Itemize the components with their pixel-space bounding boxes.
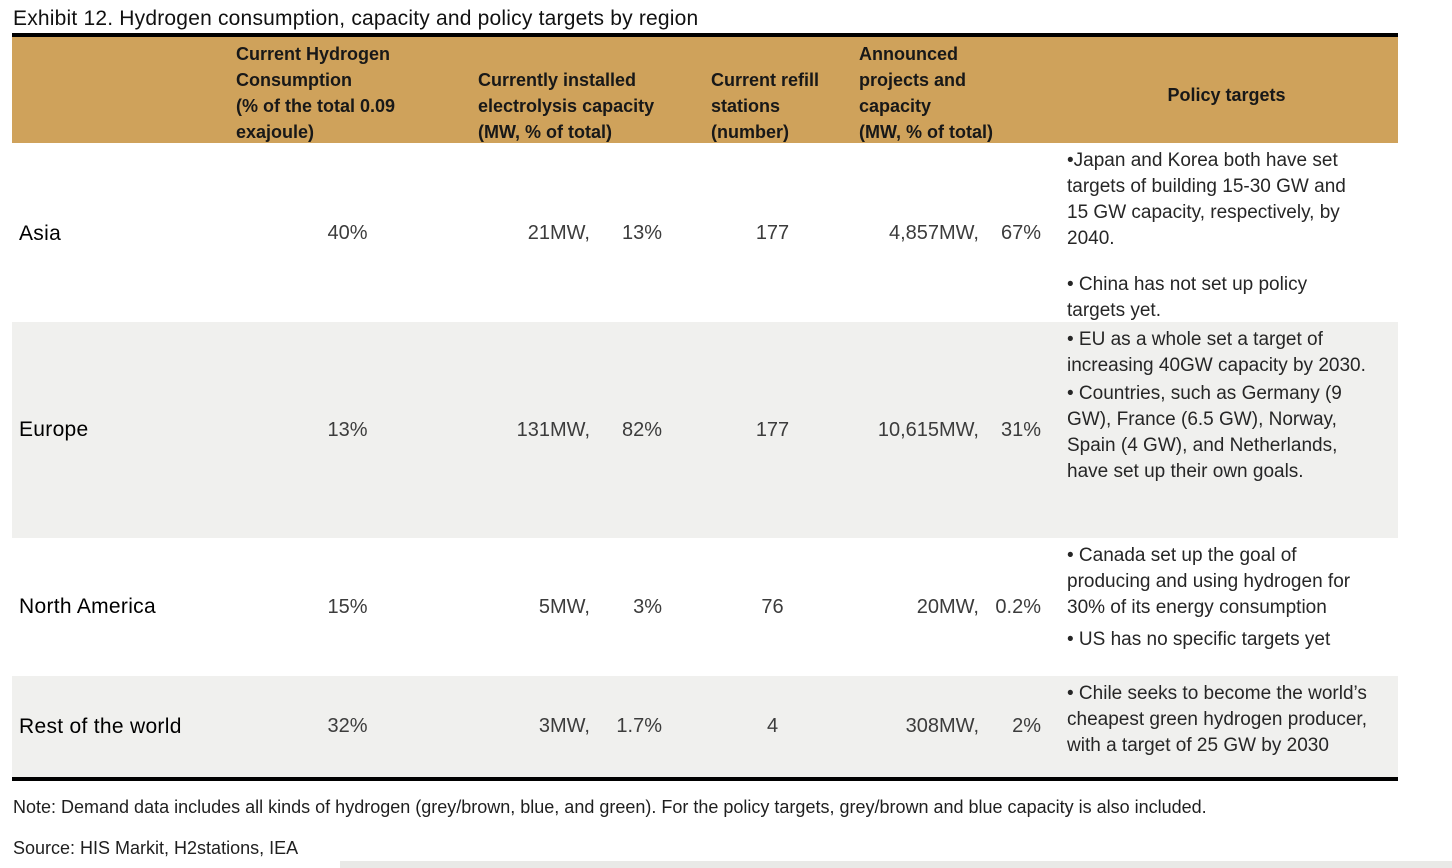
announced-pct-value: 2% xyxy=(1012,715,1041,737)
electrolysis-pct-value: 82% xyxy=(621,418,662,441)
region-label: Europe xyxy=(19,418,89,441)
consumption-value: 13% xyxy=(327,418,368,441)
column-header-electrolysis-label: Currently installed electrolysis capacit… xyxy=(478,70,655,142)
column-header-refill: Current refill stations (number) xyxy=(700,37,845,152)
consumption-value: 32% xyxy=(327,715,368,737)
column-header-electrolysis: Currently installed electrolysis capacit… xyxy=(465,37,700,152)
cell-consumption: 40% xyxy=(230,143,465,324)
cell-policy: • EU as a whole set a target of increasi… xyxy=(1055,322,1398,538)
policy-bullet: • Countries, such as Germany (9 GW), Fra… xyxy=(1067,383,1342,482)
refill-value: 177 xyxy=(755,418,790,441)
region-label: Rest of the world xyxy=(19,714,182,738)
source-text: Source: HIS Markit, H2stations, IEA xyxy=(13,838,299,858)
column-header-consumption: Current Hydrogen Consumption (% of the t… xyxy=(230,37,465,152)
bottom-divider xyxy=(340,861,1452,868)
announced-mw-value: 308MW, xyxy=(905,715,979,737)
cell-policy: • Chile seeks to become the world’s chea… xyxy=(1055,676,1398,777)
refill-value: 177 xyxy=(755,222,790,244)
consumption-value: 40% xyxy=(327,222,368,244)
announced-pct-value: 31% xyxy=(1000,418,1041,441)
hydrogen-table: Current Hydrogen Consumption (% of the t… xyxy=(12,33,1398,781)
cell-region: North America xyxy=(12,538,230,676)
announced-pct-value: 67% xyxy=(1000,222,1041,244)
column-header-policy: Policy targets xyxy=(1055,37,1398,152)
cell-electrolysis: 21MW, 13% xyxy=(465,143,700,324)
exhibit-title: Exhibit 12. Hydrogen consumption, capaci… xyxy=(13,7,699,30)
column-header-announced: Announced projects and capacity (MW, % o… xyxy=(845,37,1055,152)
cell-announced: 10,615MW, 31% xyxy=(845,322,1055,538)
column-header-policy-label: Policy targets xyxy=(1167,84,1286,105)
cell-electrolysis: 3MW, 1.7% xyxy=(465,676,700,777)
policy-bullet: • EU as a whole set a target of increasi… xyxy=(1067,329,1366,376)
table-row-rest-of-world: Rest of the world 32% 3MW, 1.7% 4 308MW,… xyxy=(12,676,1398,777)
column-header-announced-label: Announced projects and capacity (MW, % o… xyxy=(859,44,993,142)
cell-refill: 76 xyxy=(700,538,845,676)
table-row-north-america: North America 15% 5MW, 3% 76 20MW, 0.2% … xyxy=(12,538,1398,676)
electrolysis-mw-value: 131MW, xyxy=(516,418,590,441)
cell-refill: 177 xyxy=(700,143,845,324)
region-label: Asia xyxy=(19,221,62,245)
region-label: North America xyxy=(19,595,156,618)
cell-region: Rest of the world xyxy=(12,676,230,777)
cell-policy: • Canada set up the goal of producing an… xyxy=(1055,538,1398,676)
note-text: Note: Demand data includes all kinds of … xyxy=(13,797,1207,817)
cell-electrolysis: 5MW, 3% xyxy=(465,538,700,676)
electrolysis-pct-value: 13% xyxy=(621,222,662,244)
cell-consumption: 15% xyxy=(230,538,465,676)
electrolysis-pct-value: 1.7% xyxy=(616,715,662,737)
announced-mw-value: 20MW, xyxy=(916,595,979,618)
cell-consumption: 13% xyxy=(230,322,465,538)
policy-bullet: • Canada set up the goal of producing an… xyxy=(1067,545,1351,618)
policy-bullet: • China has not set up policy targets ye… xyxy=(1067,274,1308,321)
electrolysis-mw-value: 21MW, xyxy=(527,222,590,244)
cell-consumption: 32% xyxy=(230,676,465,777)
refill-value: 4 xyxy=(766,715,779,737)
electrolysis-pct-value: 3% xyxy=(633,595,662,618)
cell-region: Asia xyxy=(12,143,230,324)
announced-pct-value: 0.2% xyxy=(995,595,1041,618)
consumption-value: 15% xyxy=(327,595,368,618)
cell-electrolysis: 131MW, 82% xyxy=(465,322,700,538)
cell-announced: 20MW, 0.2% xyxy=(845,538,1055,676)
refill-value: 76 xyxy=(761,595,784,618)
column-header-region xyxy=(12,37,230,152)
policy-bullet: •Japan and Korea both have set targets o… xyxy=(1067,150,1346,249)
cell-announced: 308MW, 2% xyxy=(845,676,1055,777)
column-header-refill-label: Current refill stations (number) xyxy=(711,70,820,142)
policy-bullet: • US has no specific targets yet xyxy=(1067,629,1331,650)
table-row-europe: Europe 13% 131MW, 82% 177 10,615MW, 31% … xyxy=(12,322,1398,538)
cell-refill: 177 xyxy=(700,322,845,538)
cell-refill: 4 xyxy=(700,676,845,777)
cell-region: Europe xyxy=(12,322,230,538)
announced-mw-value: 10,615MW, xyxy=(877,418,979,441)
table-row-asia: Asia 40% 21MW, 13% 177 4,857MW, 67% •Jap… xyxy=(12,143,1398,322)
cell-announced: 4,857MW, 67% xyxy=(845,143,1055,324)
announced-mw-value: 4,857MW, xyxy=(888,222,979,244)
electrolysis-mw-value: 3MW, xyxy=(538,715,590,737)
policy-bullet: • Chile seeks to become the world’s chea… xyxy=(1067,683,1367,756)
column-header-consumption-label: Current Hydrogen Consumption (% of the t… xyxy=(236,44,396,142)
cell-policy: •Japan and Korea both have set targets o… xyxy=(1055,143,1398,324)
table-header-row: Current Hydrogen Consumption (% of the t… xyxy=(12,37,1398,143)
electrolysis-mw-value: 5MW, xyxy=(538,595,590,618)
